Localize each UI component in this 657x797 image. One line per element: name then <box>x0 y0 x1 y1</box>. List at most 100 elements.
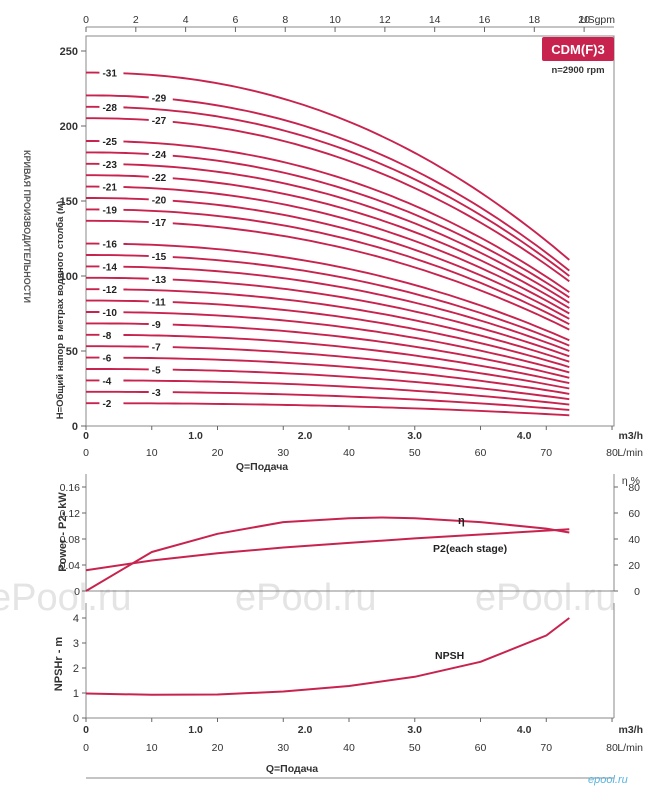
power-y-tick-label: 0 <box>74 586 80 598</box>
head-y-tick-label: 200 <box>60 121 78 133</box>
head-curve-label: -16 <box>102 240 117 251</box>
head-curve-label: -11 <box>152 297 166 308</box>
head-curve-label-bg <box>99 180 124 192</box>
m3h-tick-label: 3.0 <box>407 430 422 442</box>
m3h-unit-label: m3/h <box>618 430 643 442</box>
npsh-m3h-tick-label: 0 <box>83 724 89 736</box>
head-curve-label: -13 <box>152 275 167 286</box>
head-curve-label: -15 <box>152 252 167 263</box>
head-curve-label-bg <box>148 216 173 228</box>
eta-y-tick-label: 80 <box>628 482 640 494</box>
efficiency-curve-label: η <box>458 515 465 527</box>
lmin-unit-label: L/min <box>617 447 643 459</box>
power-curve <box>85 528 570 572</box>
head-curve-14 <box>86 265 570 352</box>
m3h-tick-label: 4.0 <box>517 430 532 442</box>
head-curve-12 <box>86 288 570 363</box>
head-curve-label: -24 <box>152 150 167 161</box>
head-curve-label: -2 <box>102 399 111 410</box>
npsh-m3h-unit-label: m3/h <box>618 724 643 736</box>
lmin-tick-label: 60 <box>475 447 487 459</box>
head-curve-label-bg <box>99 397 124 409</box>
npsh-lmin-tick-label: 60 <box>475 742 487 754</box>
npsh-lmin-tick-label: 70 <box>540 742 552 754</box>
speed-label: n=2900 rpm <box>551 65 604 76</box>
npsh-curve <box>85 617 570 696</box>
usgpm-tick-label: 6 <box>233 14 239 26</box>
lmin-tick-label: 70 <box>540 447 552 459</box>
npsh-y-axis-label: NPSHr - m <box>53 637 65 692</box>
npsh-y-tick-label: 1 <box>73 688 79 700</box>
m3h-tick-label: 2.0 <box>298 430 313 442</box>
power-y-tick-label: 0.16 <box>60 482 81 494</box>
lmin-tick-label: 80 <box>606 447 618 459</box>
head-y-tick-label: 150 <box>60 196 78 208</box>
head-curve-label-bg <box>148 250 173 262</box>
head-curve-label: -8 <box>102 331 111 342</box>
head-y-tick-label: 0 <box>72 421 78 433</box>
head-curve-label-bg <box>99 351 124 363</box>
head-curve-label: -23 <box>102 160 117 171</box>
efficiency-curve <box>85 516 570 592</box>
head-curve-label: -27 <box>152 116 167 127</box>
usgpm-tick-label: 10 <box>329 14 341 26</box>
head-curve-label-bg <box>148 91 173 103</box>
npsh-m3h-tick-label: 4.0 <box>517 724 532 736</box>
head-curve-label: -28 <box>102 103 117 114</box>
lmin-tick-label: 30 <box>277 447 289 459</box>
power-y-tick-label: 0.08 <box>60 534 81 546</box>
head-plot-frame <box>85 35 615 427</box>
npsh-lmin-tick-label: 50 <box>409 742 421 754</box>
usgpm-tick-label: 0 <box>83 14 89 26</box>
lmin-tick-label: 0 <box>83 447 89 459</box>
head-y-tick-label: 250 <box>60 46 78 58</box>
model-badge: CDM(F)3 <box>542 37 614 61</box>
eta-axis-label: η % <box>622 475 640 487</box>
m3h-tick-label: 0 <box>83 430 89 442</box>
head-curve-label-bg <box>148 114 173 126</box>
usgpm-tick-label: 16 <box>479 14 491 26</box>
head-curve-label-bg <box>148 295 173 307</box>
power-y-axis-label: Power - P2- kW <box>57 492 69 572</box>
head-curve-label-bg <box>99 306 124 318</box>
eta-y-tick-label: 0 <box>634 586 640 598</box>
npsh-curve-label: NPSH <box>435 650 464 662</box>
npsh-lmin-unit-label: L/min <box>617 742 643 754</box>
head-curve-label: -19 <box>102 205 117 216</box>
head-curve-label-bg <box>148 148 173 160</box>
head-curve-28 <box>86 105 570 277</box>
head-curve-19 <box>86 208 570 326</box>
head-x-axis-label: Q=Подача <box>236 461 288 473</box>
npsh-lmin-tick-label: 10 <box>146 742 158 754</box>
head-curve-label: -17 <box>152 218 167 229</box>
npsh-y-tick-label: 3 <box>73 638 79 650</box>
head-curve-31 <box>86 71 570 261</box>
lmin-tick-label: 20 <box>212 447 224 459</box>
usgpm-tick-label: 4 <box>183 14 189 26</box>
m3h-tick-label: 1.0 <box>188 430 203 442</box>
watermark-1: ePool.ru <box>0 577 132 619</box>
model-badge-bg <box>542 37 614 61</box>
head-curve-label: -22 <box>152 173 167 184</box>
head-curve-label-bg <box>99 237 124 249</box>
head-curve-label: -20 <box>152 196 167 207</box>
watermark-2: ePool.ru <box>235 577 377 619</box>
head-curve-label: -6 <box>102 354 111 365</box>
head-curve-label-bg <box>99 260 124 272</box>
head-curve-6 <box>86 356 570 395</box>
npsh-m3h-tick-label: 2.0 <box>298 724 313 736</box>
usgpm-unit-label: USgpm <box>580 14 615 26</box>
head-curve-label: -5 <box>152 365 161 376</box>
npsh-y-tick-label: 0 <box>73 713 79 725</box>
head-curve-label-bg <box>148 363 173 375</box>
lmin-tick-label: 10 <box>146 447 158 459</box>
npsh-m3h-tick-label: 3.0 <box>407 724 422 736</box>
head-curve-label: -25 <box>102 137 117 148</box>
head-curve-label: -7 <box>152 343 161 354</box>
head-curve-label-bg <box>99 374 124 386</box>
head-curve-label: -10 <box>102 308 117 319</box>
head-curve-label: -9 <box>152 320 161 331</box>
npsh-m3h-tick-label: 1.0 <box>188 724 203 736</box>
